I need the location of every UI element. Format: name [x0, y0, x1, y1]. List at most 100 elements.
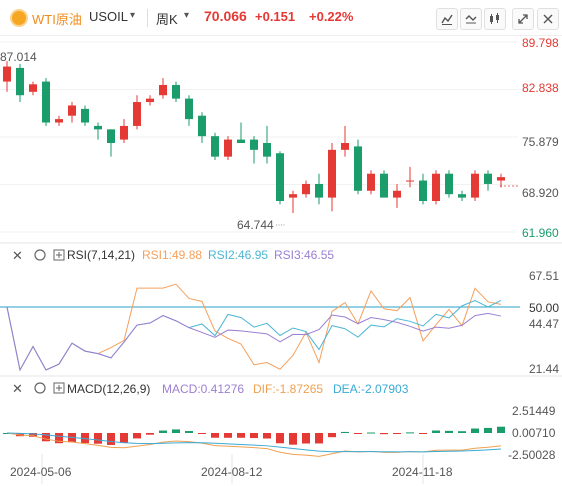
- candle-body: [497, 177, 505, 181]
- rsi-legend: ✕ RSI(7,14,21) RSI1:49.88 RSI2:46.95 RSI…: [12, 248, 334, 263]
- macd-bar: [55, 433, 63, 444]
- rsi-tick-2: 50.00: [529, 301, 559, 315]
- candle-body: [341, 142, 349, 150]
- macd-tick-2: 0.00710: [512, 426, 556, 440]
- macd-tick-3: -2.50028: [508, 448, 556, 462]
- candle-body: [419, 180, 427, 202]
- candle-body: [146, 98, 154, 103]
- symbol-code[interactable]: USOIL: [89, 9, 129, 24]
- macd-bar: [120, 433, 128, 444]
- macd-bar: [315, 433, 323, 444]
- candle: [3, 61, 11, 92]
- x-label-1: 2024-05-06: [10, 465, 72, 479]
- candle: [471, 170, 479, 202]
- period-selector[interactable]: 周K: [156, 12, 178, 27]
- candle: [367, 170, 375, 195]
- rsi2-line: [6, 299, 502, 372]
- candle-body: [120, 125, 128, 140]
- macd-bar: [458, 431, 466, 433]
- rsi-panel: ✕ RSI(7,14,21) RSI1:49.88 RSI2:46.95 RSI…: [0, 248, 559, 376]
- candle: [81, 105, 89, 126]
- macd-value: MACD:0.41276: [162, 382, 244, 396]
- symbol-dropdown-icon[interactable]: ▾: [130, 10, 136, 21]
- candle-body: [250, 139, 258, 150]
- macd-hide-icon[interactable]: ✕: [12, 381, 23, 396]
- macd-bar: [341, 431, 349, 433]
- candle-body: [445, 173, 453, 195]
- rsi-hide-icon[interactable]: ✕: [12, 248, 23, 263]
- symbol-name[interactable]: WTI原油: [32, 12, 82, 27]
- chart-canvas[interactable]: 87.014 64.744 89.798 82.838 75.879 68.92…: [0, 36, 562, 486]
- candle-body: [94, 125, 102, 130]
- macd-bar: [380, 433, 388, 435]
- candle-body: [315, 183, 323, 198]
- candle: [263, 125, 271, 164]
- expand-button[interactable]: [512, 8, 534, 30]
- y-tick-1: 89.798: [522, 36, 559, 50]
- macd-bar: [29, 433, 37, 437]
- candle-body: [159, 84, 167, 96]
- candle-body: [471, 173, 479, 198]
- crosshair-button[interactable]: [460, 8, 482, 30]
- macd-bar: [445, 430, 453, 433]
- rsi-tick-4: 21.44: [529, 362, 559, 376]
- rsi3-value: RSI3:46.55: [274, 248, 334, 262]
- macd-panel: ✕ MACD(12,26,9) MACD:0.41276 DIF:-1.8726…: [3, 381, 556, 462]
- candle-body: [185, 98, 193, 120]
- high-marker-label: 87.014: [0, 50, 37, 64]
- candle-body: [55, 119, 63, 123]
- candle-style-button[interactable]: [484, 8, 506, 30]
- y-tick-4: 68.920: [522, 186, 559, 200]
- macd-bar: [484, 427, 492, 433]
- candle: [406, 166, 414, 188]
- macd-bar: [42, 433, 50, 442]
- period-dropdown-icon[interactable]: ▾: [184, 10, 190, 21]
- candle-body: [81, 108, 89, 123]
- macd-bar: [250, 433, 258, 439]
- macd-bar: [198, 433, 206, 434]
- rsi-tick-3: 44.47: [529, 317, 559, 331]
- candle: [159, 78, 167, 99]
- candle: [432, 170, 440, 205]
- macd-bar: [328, 433, 336, 438]
- x-axis: 2024-05-06 2024-08-12 2024-11-18: [10, 454, 453, 484]
- macd-bar: [94, 433, 102, 444]
- chart-header: WTI原油 USOIL ▾ 周K ▾ 70.066 +0.151 +0.22%: [0, 0, 562, 36]
- candle: [94, 122, 102, 140]
- candle-body: [367, 173, 375, 191]
- macd-legend: ✕ MACD(12,26,9) MACD:0.41276 DIF:-1.8726…: [12, 381, 409, 396]
- candle-body: [68, 105, 76, 116]
- candle: [380, 170, 388, 198]
- candle-body: [29, 84, 37, 92]
- dif-value: DIF:-1.87265: [253, 382, 323, 396]
- candle-style-icon: [490, 13, 499, 24]
- candle: [484, 170, 492, 191]
- close-button[interactable]: [537, 8, 559, 30]
- rsi-title: RSI(7,14,21): [67, 248, 135, 262]
- macd-expand-icon[interactable]: [53, 382, 65, 394]
- macd-bar: [224, 433, 232, 438]
- macd-tick-1: 2.51449: [512, 404, 556, 418]
- candle: [393, 183, 401, 208]
- macd-settings-icon[interactable]: [34, 382, 46, 394]
- candle-body: [224, 139, 232, 157]
- rsi-settings-icon[interactable]: [34, 249, 46, 261]
- candle: [328, 142, 336, 212]
- rsi-y-axis: 67.51 50.00 44.47 21.44: [529, 269, 559, 376]
- candle: [107, 129, 115, 157]
- candle: [354, 139, 362, 195]
- rsi-expand-icon[interactable]: [53, 249, 65, 261]
- last-price: 70.066: [204, 8, 247, 24]
- candle: [146, 95, 154, 106]
- candle-body: [263, 142, 271, 157]
- candle: [68, 102, 76, 123]
- candle-body: [354, 146, 362, 191]
- draw-tool-button[interactable]: [436, 8, 458, 30]
- candle: [211, 132, 219, 161]
- rsi1-value: RSI1:49.88: [142, 248, 202, 262]
- candle-body: [289, 194, 297, 198]
- macd-histogram: [3, 426, 505, 445]
- rsi2-value: RSI2:46.95: [208, 248, 268, 262]
- candle-body: [198, 115, 206, 137]
- y-tick-3: 75.879: [522, 135, 559, 149]
